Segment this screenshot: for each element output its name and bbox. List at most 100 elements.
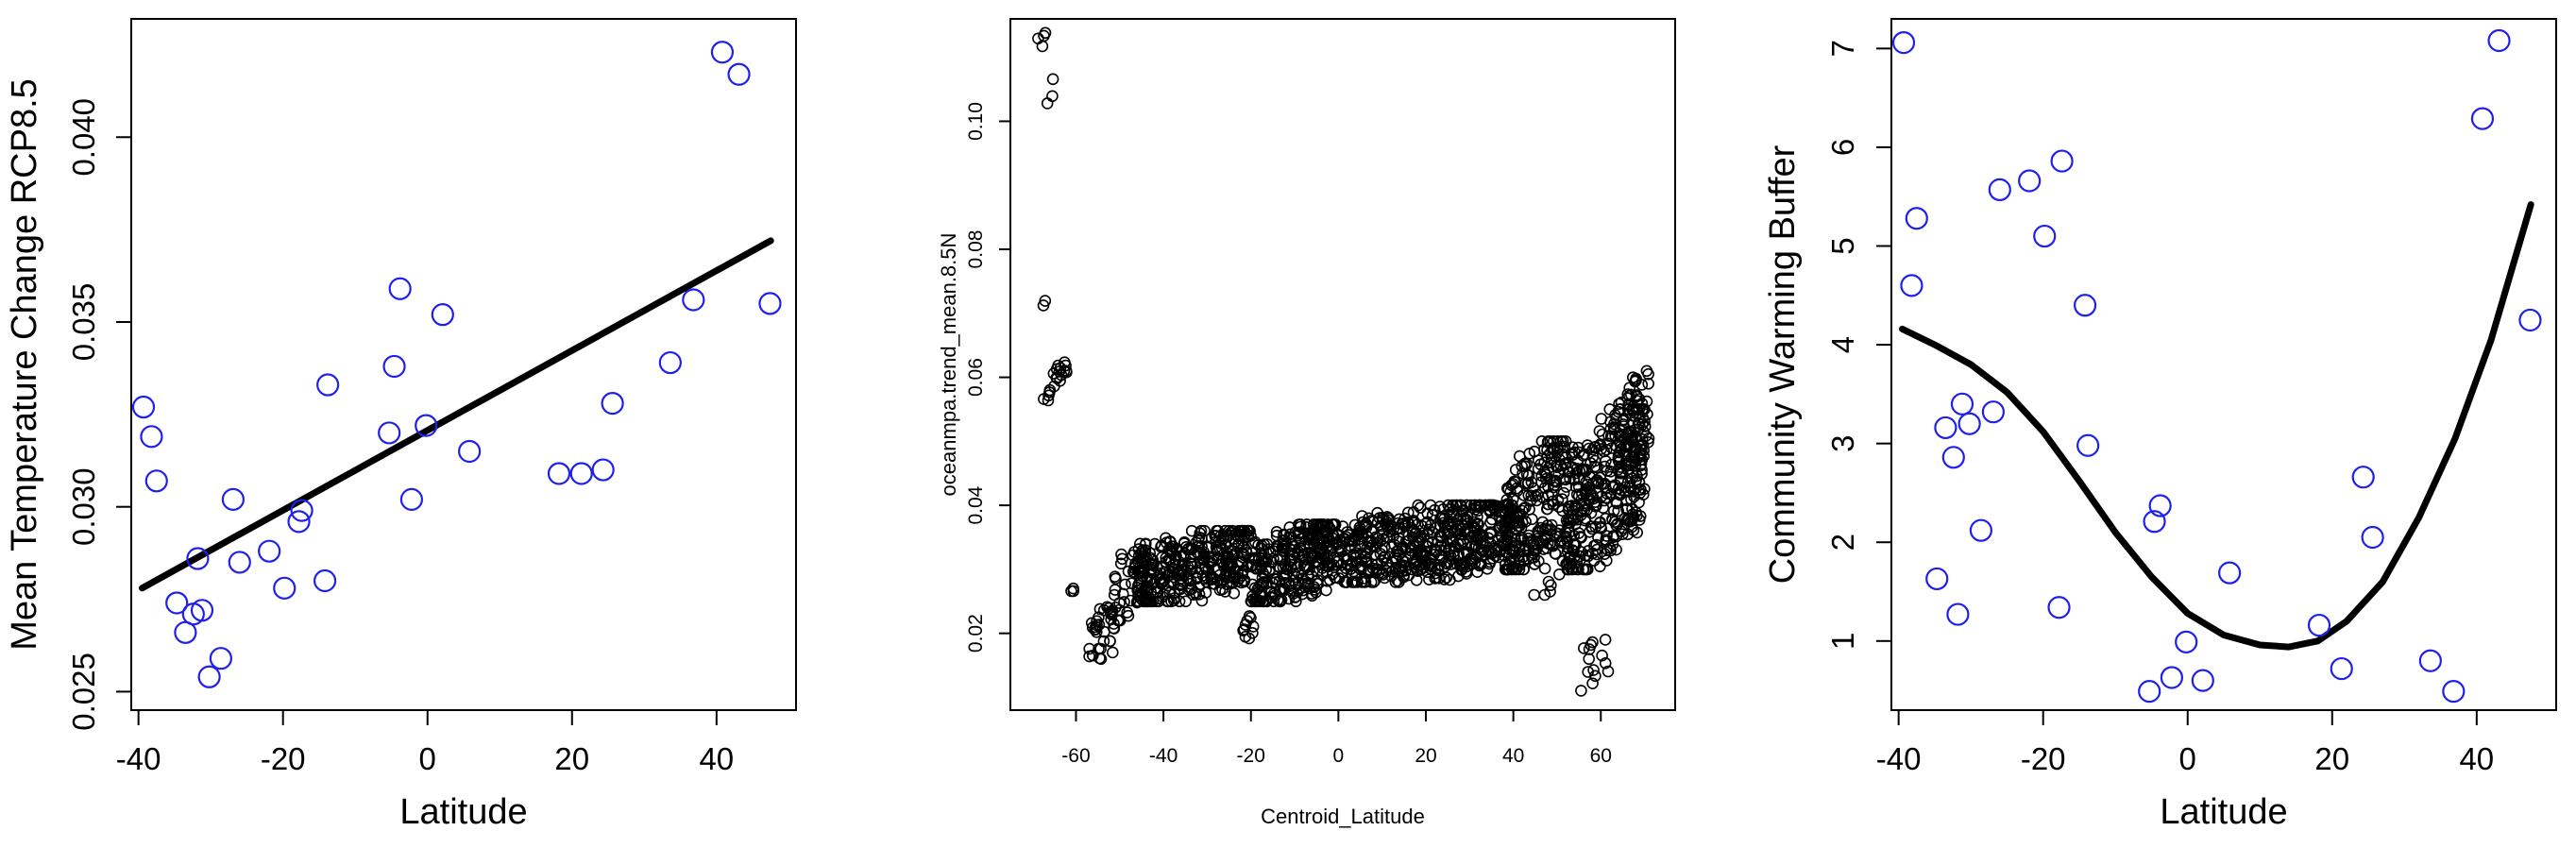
data-point (2191, 669, 2214, 692)
data-point (1121, 606, 1133, 619)
data-point (1341, 553, 1354, 567)
data-point (1046, 73, 1059, 86)
data-point (1599, 634, 1612, 646)
data-point (1509, 522, 1522, 534)
data-point (186, 547, 210, 570)
data-point (1504, 485, 1517, 499)
data-point (1409, 548, 1421, 561)
data-point (1432, 535, 1445, 549)
data-point (1412, 518, 1424, 531)
data-point (1263, 565, 1276, 578)
data-point (1181, 543, 1195, 556)
data-point (1542, 462, 1555, 475)
y-tick-label: 0.08 (965, 230, 987, 269)
data-point (1900, 274, 1924, 297)
data-point (1431, 571, 1443, 585)
data-point (1270, 525, 1283, 538)
data-point (1583, 653, 1595, 666)
data-point (2018, 169, 2042, 193)
data-point (1179, 595, 1192, 608)
data-point (165, 591, 189, 615)
x-axis-label: Latitude (399, 792, 527, 832)
data-point (2361, 525, 2384, 550)
data-point (1621, 477, 1635, 489)
data-point (1538, 443, 1551, 456)
data-point (1419, 517, 1432, 531)
data-point (1306, 550, 1318, 563)
data-point (2218, 561, 2242, 585)
data-point (1509, 476, 1522, 488)
data-point (1642, 432, 1655, 445)
data-point (1104, 635, 1116, 648)
data-point (1988, 178, 2011, 202)
data-point (1925, 567, 1949, 591)
data-point (1195, 594, 1209, 607)
data-point (1448, 508, 1461, 520)
data-point (1385, 540, 1398, 553)
data-point (1114, 557, 1127, 570)
data-point (1473, 558, 1485, 570)
data-point (1581, 439, 1594, 451)
data-point (1595, 413, 1608, 425)
data-point (2050, 149, 2074, 173)
data-point (1615, 461, 1627, 473)
data-point (2518, 308, 2542, 332)
data-point (1239, 528, 1251, 540)
data-point (1424, 518, 1437, 532)
data-point (1152, 569, 1165, 582)
x-axis-label: Latitude (2160, 792, 2287, 832)
data-point (431, 303, 454, 327)
data-point (1633, 476, 1646, 489)
data-point (1514, 449, 1526, 463)
data-point (1542, 488, 1554, 501)
data-point (144, 469, 168, 493)
data-point (1575, 531, 1587, 544)
data-point (1466, 557, 1479, 570)
data-point (1606, 538, 1619, 551)
data-point (1226, 550, 1238, 562)
data-point (1544, 537, 1556, 551)
data-point (1159, 566, 1171, 579)
data-point (1549, 479, 1561, 492)
data-point (1591, 476, 1603, 488)
data-point (1406, 516, 1418, 529)
data-point (1513, 517, 1525, 529)
y-tick-label: 0.02 (965, 614, 987, 653)
data-point (1105, 613, 1117, 626)
data-point (1140, 595, 1153, 608)
data-point (1531, 494, 1543, 507)
data-point (1106, 605, 1119, 618)
data-point (1093, 602, 1107, 616)
data-point (1492, 534, 1504, 547)
data-point (1113, 597, 1126, 609)
data-point (1087, 649, 1099, 662)
data-point (1568, 538, 1580, 551)
data-point (1091, 615, 1103, 628)
data-point (2160, 666, 2184, 689)
data-point (1545, 523, 1557, 535)
data-point (1231, 575, 1244, 587)
data-point (1563, 551, 1576, 564)
data-point (1238, 623, 1250, 636)
data-point (1578, 497, 1590, 510)
data-point (1311, 577, 1324, 590)
data-point (1261, 577, 1273, 590)
data-point (1499, 523, 1511, 535)
data-point (1345, 539, 1357, 552)
data-point (1474, 499, 1487, 512)
data-point (1226, 575, 1238, 588)
data-point (1213, 568, 1226, 582)
data-point (1263, 543, 1275, 556)
data-point (1247, 552, 1260, 566)
data-point (1586, 677, 1599, 690)
data-point (1420, 546, 1433, 559)
data-point (1436, 510, 1449, 523)
data-point (1152, 592, 1165, 605)
data-point (727, 62, 751, 86)
data-point (1560, 457, 1572, 469)
data-point (1567, 441, 1579, 454)
data-point (1483, 528, 1497, 540)
data-point (1517, 502, 1530, 516)
data-point (1397, 526, 1409, 539)
data-point (1346, 576, 1359, 588)
